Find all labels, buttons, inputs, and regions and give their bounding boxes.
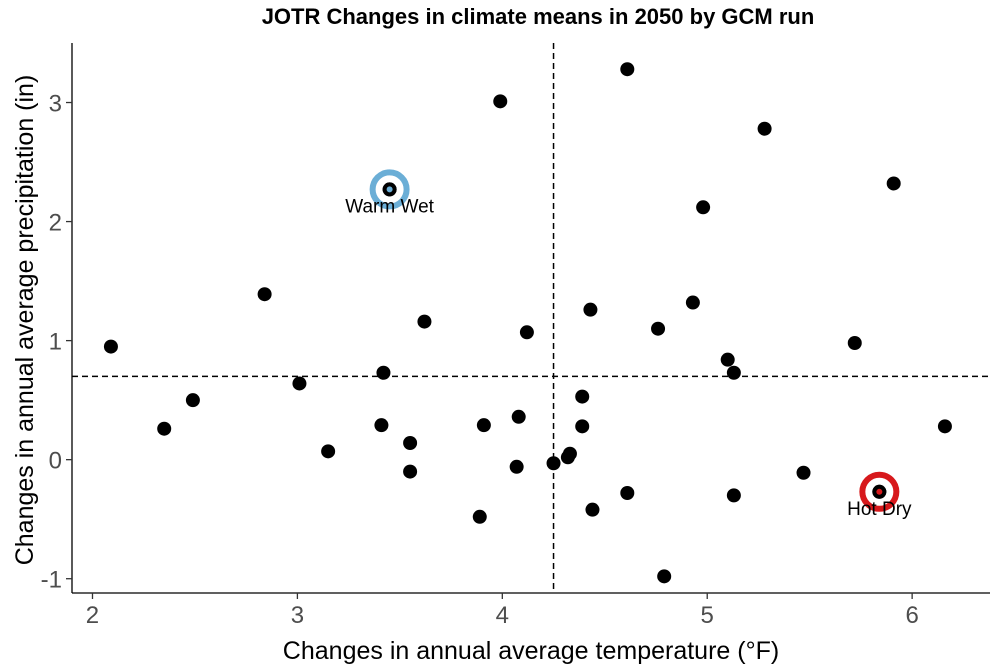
highlight-ring xyxy=(369,169,410,210)
chart-title: JOTR Changes in climate means in 2050 by… xyxy=(262,4,815,29)
data-point xyxy=(472,509,487,524)
data-point xyxy=(886,176,901,191)
data-point xyxy=(726,365,741,380)
data-point xyxy=(685,295,700,310)
reference-lines xyxy=(72,43,990,593)
y-axis-title: Changes in annual average precipitation … xyxy=(11,75,39,566)
data-point xyxy=(292,376,307,391)
y-tick-label: 0 xyxy=(49,448,62,475)
highlighted-points: Warm Wet Hot Dry xyxy=(345,169,912,520)
data-point xyxy=(620,486,635,500)
data-point xyxy=(720,352,735,367)
y-tick-label: 3 xyxy=(49,91,62,118)
y-tick-label: 1 xyxy=(49,329,62,356)
x-axis-ticks: 2 3 4 5 6 xyxy=(86,593,919,629)
y-axis-ticks: -1 0 1 2 3 xyxy=(41,91,72,594)
data-point xyxy=(157,421,172,436)
data-point xyxy=(651,321,666,336)
x-tick-label: 3 xyxy=(291,602,304,629)
data-point xyxy=(376,365,391,380)
highlight-point-center xyxy=(876,488,883,495)
data-point xyxy=(583,302,598,317)
data-point xyxy=(519,325,534,340)
data-point xyxy=(417,314,432,329)
data-point xyxy=(585,502,600,517)
data-point xyxy=(511,409,526,424)
y-tick-label: -1 xyxy=(41,567,62,594)
data-point xyxy=(847,336,862,350)
x-tick-label: 4 xyxy=(496,602,509,629)
y-tick-label: 2 xyxy=(49,210,62,237)
data-point xyxy=(726,488,741,503)
data-points xyxy=(103,62,952,584)
highlight-label: Hot Dry xyxy=(847,499,912,520)
data-point xyxy=(757,121,772,136)
data-point xyxy=(575,389,590,404)
x-tick-label: 2 xyxy=(86,602,99,629)
highlight-point-center xyxy=(386,186,393,193)
data-point xyxy=(403,464,418,479)
data-point xyxy=(103,339,118,354)
x-axis-title: Changes in annual average temperature (°… xyxy=(283,637,779,665)
highlight-label: Warm Wet xyxy=(345,196,434,217)
data-point xyxy=(546,456,561,471)
data-point xyxy=(257,287,272,302)
data-point xyxy=(696,200,711,215)
highlight-ring xyxy=(859,471,900,512)
data-point xyxy=(403,436,418,450)
data-point xyxy=(562,446,577,461)
data-point xyxy=(509,459,524,474)
data-point xyxy=(321,444,336,459)
data-point xyxy=(620,62,635,77)
data-point xyxy=(937,419,952,434)
data-point xyxy=(374,418,389,433)
data-point xyxy=(476,418,491,433)
data-point xyxy=(493,94,508,109)
x-tick-label: 6 xyxy=(905,602,918,629)
x-tick-label: 5 xyxy=(701,602,714,629)
data-point xyxy=(657,569,672,584)
data-point xyxy=(796,465,811,480)
data-point xyxy=(575,419,590,434)
data-point xyxy=(185,393,200,408)
